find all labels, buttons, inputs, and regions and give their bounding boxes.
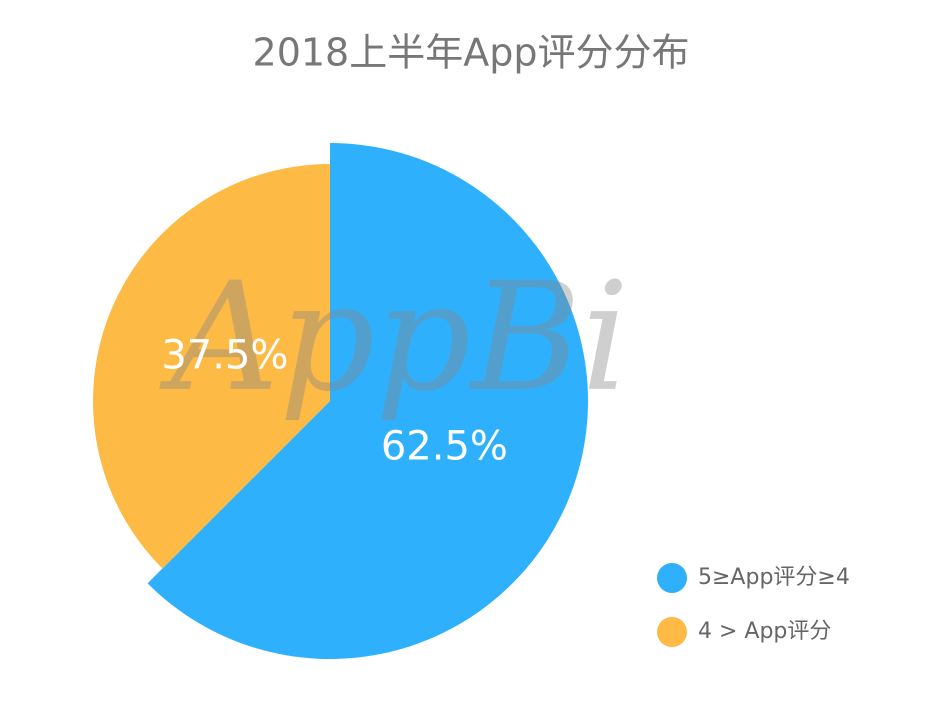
pie <box>93 143 589 660</box>
legend-marker <box>657 617 687 647</box>
legend-marker <box>657 563 687 593</box>
chart-title: 2018上半年App评分分布 <box>253 31 690 75</box>
pie-slice <box>147 143 589 660</box>
data-label: 37.5% <box>161 332 288 378</box>
labels: 62.5% 37.5% <box>161 332 508 469</box>
legend-label: 5≥App评分≥4 <box>698 565 850 590</box>
pie-slice <box>93 164 330 569</box>
legend-label: 4 > App评分 <box>698 619 831 644</box>
data-label: 62.5% <box>381 423 508 469</box>
legend: 5≥App评分≥4 4 > App评分 <box>657 563 850 647</box>
watermark: AppBi <box>159 251 630 425</box>
